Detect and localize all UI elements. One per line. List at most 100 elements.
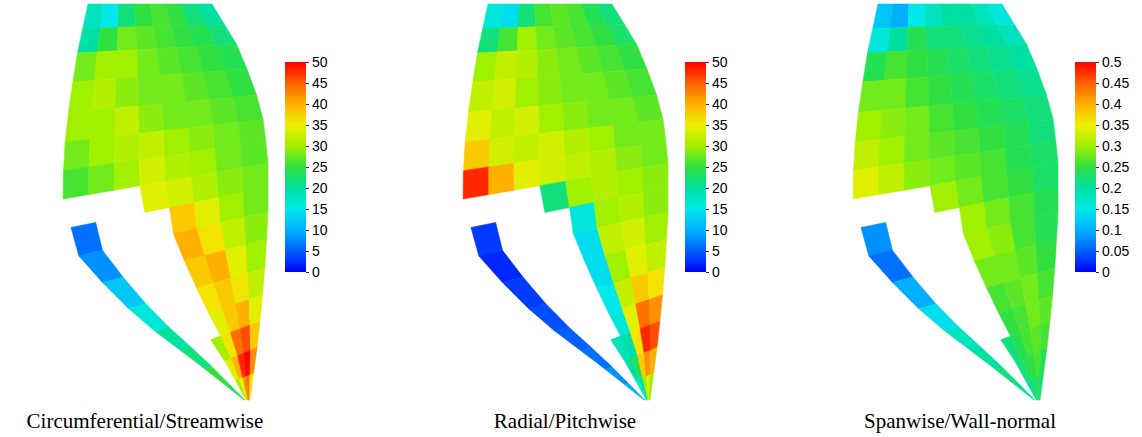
cell (492, 79, 516, 111)
cell (514, 160, 540, 191)
cell (929, 131, 954, 160)
cell (597, 4, 625, 25)
cell (879, 163, 905, 194)
cell (114, 134, 139, 164)
tick-label: 0 (712, 264, 720, 280)
cell (563, 102, 589, 131)
tick: 5 (306, 243, 320, 259)
tick: 10 (706, 222, 728, 238)
tick: 25 (706, 159, 728, 175)
tick: 0.15 (1096, 201, 1129, 217)
cell (625, 69, 656, 97)
cell (885, 51, 908, 80)
cell (139, 104, 164, 134)
tick-mark (306, 146, 309, 147)
cell (514, 134, 539, 164)
cell (65, 110, 92, 142)
cell (215, 145, 242, 172)
cell (64, 139, 90, 170)
cell (1015, 69, 1046, 97)
cell (191, 172, 219, 202)
tick-label: 0.1 (1102, 222, 1122, 238)
cell (987, 223, 1015, 256)
tick-mark (1096, 188, 1099, 189)
cell (869, 250, 913, 282)
cell (953, 102, 979, 131)
cell (469, 80, 495, 112)
colorbar-axis: 05101520253035404550 (306, 54, 328, 280)
panel-title: Spanwise/Wall-normal (864, 409, 1056, 433)
cell (465, 110, 492, 142)
colorbar (1075, 62, 1096, 272)
cell (908, 4, 926, 27)
cell (221, 217, 246, 250)
cell (555, 327, 591, 351)
figure: 05101520253035404550Circumferential/Stre… (0, 0, 1142, 437)
tick: 10 (306, 222, 328, 238)
cell (853, 167, 879, 199)
tick: 0.25 (1096, 159, 1129, 175)
cell (868, 28, 891, 53)
tick: 0.5 (1096, 54, 1122, 70)
cell (859, 80, 885, 112)
tick-label: 0.4 (1102, 96, 1122, 112)
cell (861, 223, 893, 256)
panel: 05101520253035404550Radial/Pitchwise (463, 4, 728, 433)
cell (166, 177, 195, 208)
tick: 30 (706, 138, 728, 154)
cell (854, 139, 880, 170)
tick-mark (306, 272, 309, 273)
cell (244, 350, 250, 376)
cell (614, 122, 641, 148)
colorbar (685, 62, 706, 272)
cell (539, 131, 564, 160)
tick: 0.4 (1096, 96, 1122, 112)
tick-label: 35 (312, 117, 328, 133)
tick: 25 (306, 159, 328, 175)
cell (1007, 44, 1037, 70)
field (463, 4, 668, 400)
tick-mark (1096, 62, 1099, 63)
cell (464, 139, 490, 170)
cell (882, 79, 906, 111)
cell (890, 4, 909, 28)
cell (976, 99, 1004, 128)
cell (648, 268, 665, 300)
field (853, 4, 1058, 400)
cell (540, 181, 570, 212)
tick-label: 0.3 (1102, 138, 1122, 154)
tick: 35 (706, 117, 728, 133)
cell (589, 125, 615, 152)
cell (907, 27, 927, 51)
tick: 15 (706, 201, 728, 217)
cell (617, 44, 647, 70)
tick-mark (306, 188, 309, 189)
cell (621, 217, 646, 250)
tick-label: 45 (312, 75, 328, 91)
cell (129, 304, 169, 332)
cell (887, 27, 908, 52)
cell (79, 250, 123, 282)
tick-label: 40 (712, 96, 728, 112)
tick-mark (706, 272, 709, 273)
panel-title: Circumferential/Streamwise (27, 409, 264, 433)
panel-title: Radial/Pitchwise (494, 409, 636, 433)
tick: 15 (306, 201, 328, 217)
tick-mark (1096, 104, 1099, 105)
tick-label: 5 (312, 243, 320, 259)
tick: 0.45 (1096, 75, 1129, 91)
cell (636, 300, 650, 329)
tick-label: 0.15 (1102, 201, 1129, 217)
tick: 50 (706, 54, 728, 70)
cell (981, 172, 1009, 202)
cell (165, 152, 192, 181)
tick-label: 10 (312, 222, 328, 238)
cell (529, 304, 569, 332)
cell (92, 79, 116, 111)
axis-line (307, 63, 310, 273)
tick-mark (706, 83, 709, 84)
cell (217, 44, 247, 70)
cell (473, 52, 498, 82)
cell (919, 304, 959, 332)
cell (479, 250, 523, 282)
